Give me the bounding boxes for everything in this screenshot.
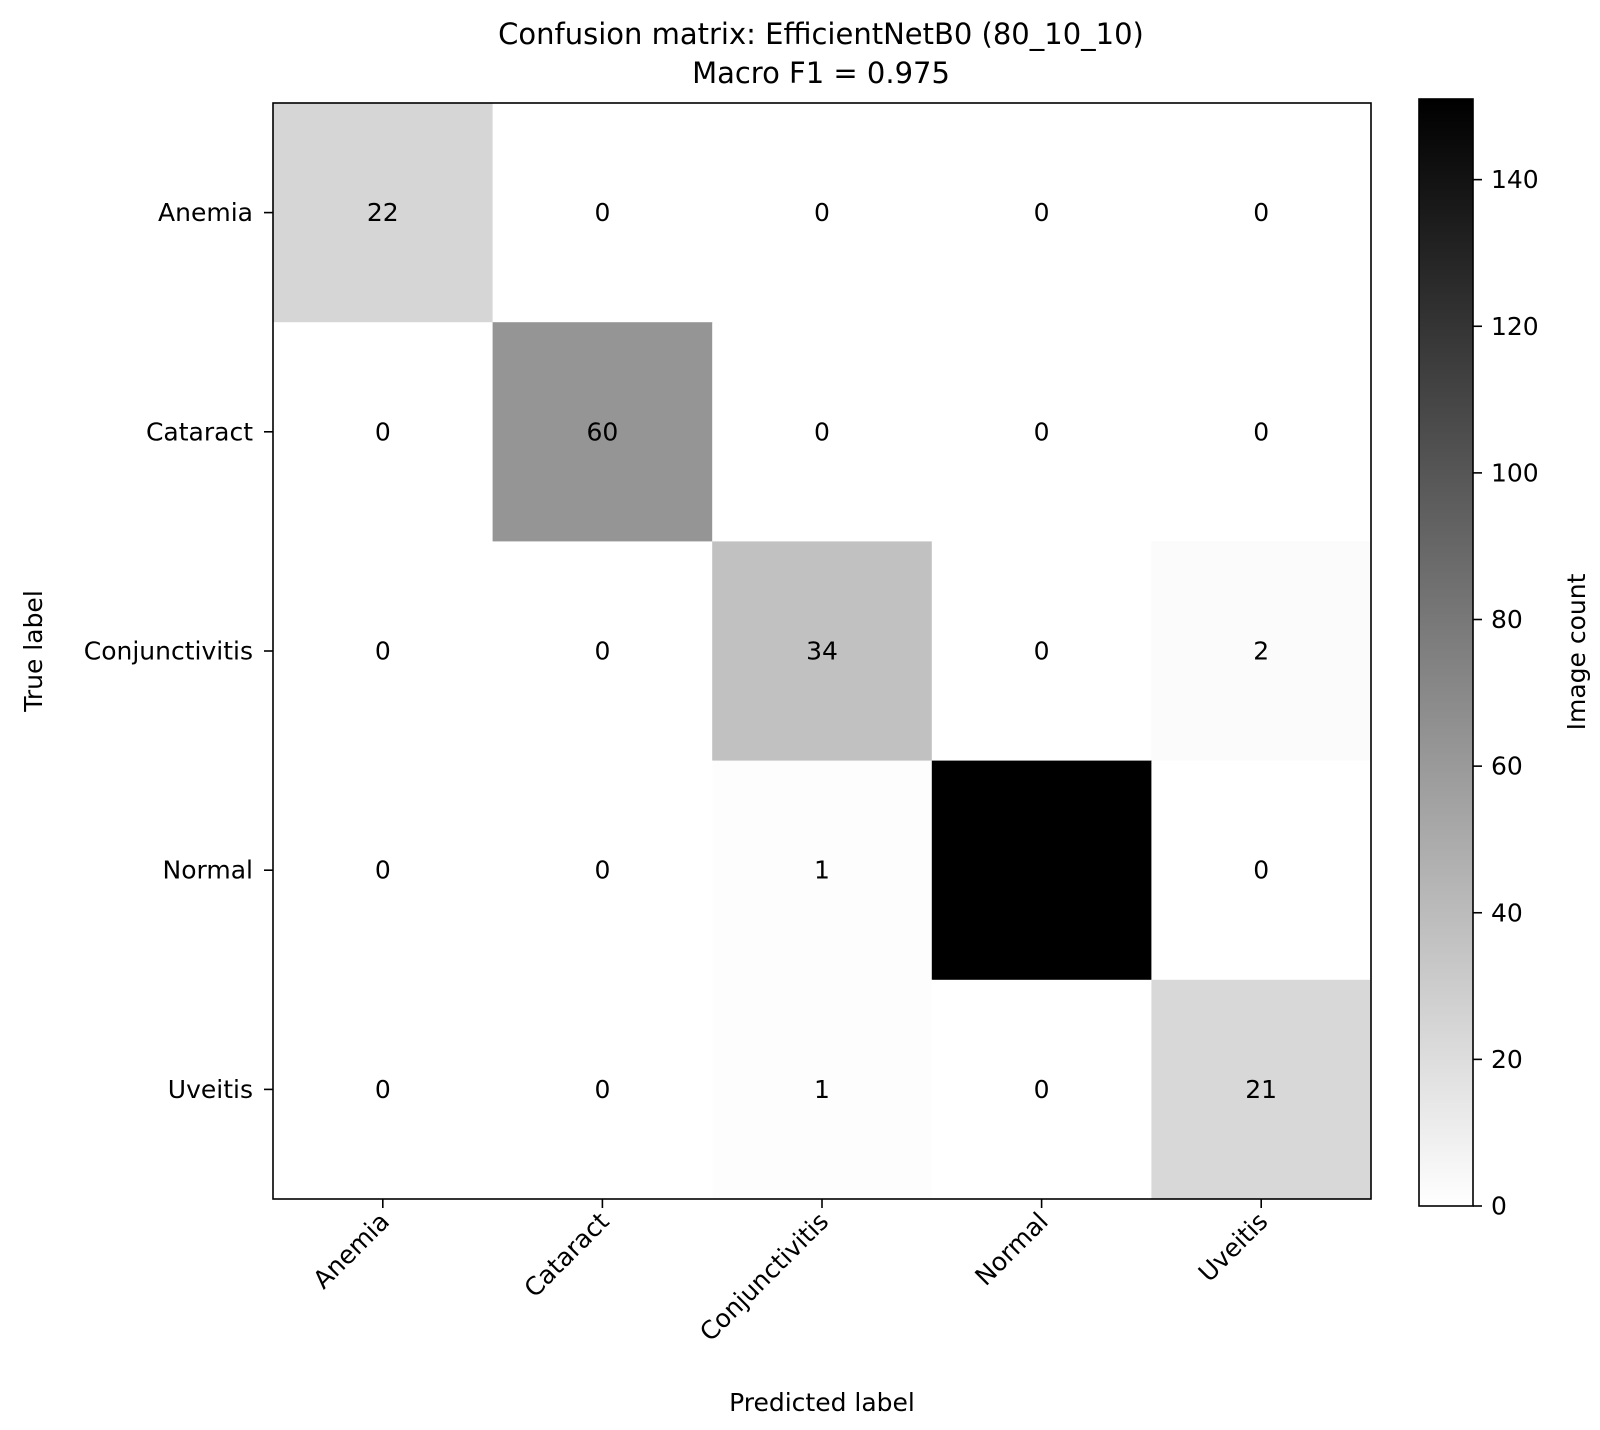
cell-value-label: 0 [1034,1075,1050,1104]
matrix-cell [273,322,494,542]
cell-value-label: 2 [1253,637,1269,666]
y-tick-label: Cataract [146,417,253,446]
cell-value-label: 0 [594,856,610,885]
cell-value-label: 0 [1253,856,1269,885]
cell-value-label: 1 [814,1075,830,1104]
colorbar-tick-label: 20 [1491,1045,1523,1074]
cell-value-label: 151 [1018,856,1066,885]
cell-value-label: 21 [1245,1075,1277,1104]
colorbar-label: Image count [1562,573,1591,730]
matrix-cell [931,103,1152,323]
colorbar-tick-label: 140 [1491,165,1539,194]
cell-value-label: 0 [375,1075,391,1104]
cell-value-label: 34 [806,637,838,666]
matrix-cell [1151,103,1372,323]
cell-value-label: 0 [375,637,391,666]
cell-value-label: 60 [586,417,618,446]
matrix-cell [492,322,713,542]
matrix-cell [1151,979,1372,1200]
matrix-cell [492,760,713,981]
matrix-cell [712,541,933,762]
colorbar-tick-label: 80 [1491,605,1523,634]
x-tick-label: Anemia [307,1207,395,1295]
cell-value-label: 1 [814,856,830,885]
x-tick-label: Cataract [518,1207,614,1303]
matrix-cell [1151,541,1372,762]
matrix-cell [273,103,494,323]
cell-value-label: 0 [594,637,610,666]
cell-value-label: 0 [375,417,391,446]
matrix-cell [712,760,933,981]
x-axis-ticks: Anemia Cataract Conjunctivitis Normal Uveiti… [307,1199,1273,1347]
matrix-cell [712,103,933,323]
y-tick-label: Uveitis [168,1075,253,1104]
colorbar-tick-label: 120 [1491,312,1539,341]
colorbar-tick-label: 40 [1491,898,1523,927]
matrix-cells: 22 0 0 0 0 0 60 0 0 0 0 0 34 0 2 0 0 1 151 0 0 0 1 0 21 [273,103,1372,1200]
matrix-cell [931,760,1152,981]
cell-value-label: 0 [1253,417,1269,446]
matrix-cell [712,322,933,542]
y-axis-label: True label [19,590,48,713]
cell-value-label: 0 [1034,417,1050,446]
cell-value-label: 22 [367,198,399,227]
matrix-cell [931,979,1152,1200]
matrix-cell [273,541,494,762]
cell-value-label: 0 [1034,637,1050,666]
x-axis-label: Predicted label [729,1388,915,1417]
y-tick-label: Conjunctivitis [84,637,253,666]
y-axis-ticks: Anemia Cataract Conjunctivitis Normal Uveiti… [84,198,273,1104]
colorbar-tick-label: 0 [1491,1192,1507,1221]
cell-value-label: 0 [375,856,391,885]
cell-value-label: 0 [1034,198,1050,227]
cell-value-label: 0 [1253,198,1269,227]
colorbar-ticks: 0 20 40 60 80 100 120 140 [1473,165,1539,1221]
chart-title: Confusion matrix: EfficientNetB0 (80_10_… [498,17,1144,51]
matrix-cell [273,979,494,1200]
cell-value-label: 0 [594,1075,610,1104]
matrix-cell [712,979,933,1200]
matrix-cell [1151,322,1372,542]
cell-value-label: 0 [814,417,830,446]
colorbar [1418,98,1474,1207]
matrix-cell [273,760,494,981]
x-tick-label: Uveitis [1193,1207,1274,1288]
y-tick-label: Anemia [158,198,253,227]
matrix-cell [492,541,713,762]
matrix-cell [492,979,713,1200]
matrix-cell [492,103,713,323]
chart-subtitle: Macro F1 = 0.975 [692,56,950,90]
x-tick-label: Conjunctivitis [694,1207,834,1347]
colorbar-tick-label: 60 [1491,752,1523,781]
colorbar-tick-label: 100 [1491,458,1539,487]
matrix-cell [931,541,1152,762]
cell-value-label: 0 [814,198,830,227]
matrix-cell [931,322,1152,542]
matrix-cell [1151,760,1372,981]
cell-value-label: 0 [594,198,610,227]
y-tick-label: Normal [163,856,253,885]
x-tick-label: Normal [969,1207,1053,1291]
